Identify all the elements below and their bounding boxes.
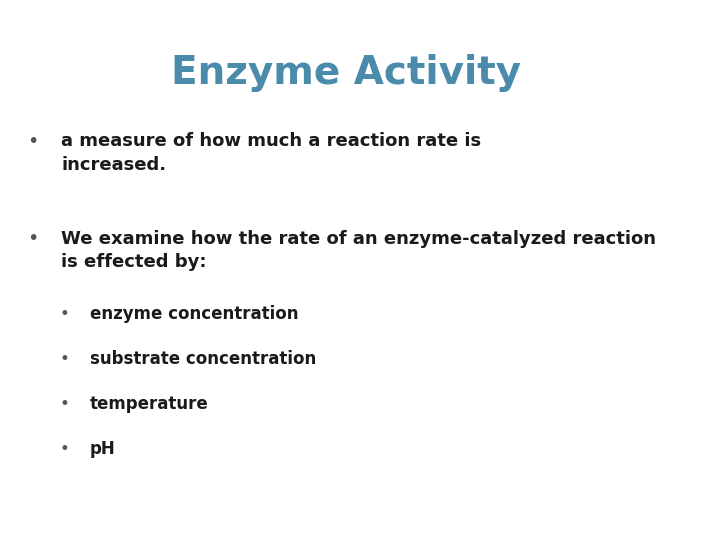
Text: •: •	[60, 305, 70, 323]
Text: pH: pH	[90, 440, 116, 457]
Text: •: •	[60, 440, 70, 457]
Text: We examine how the rate of an enzyme-catalyzed reaction
is effected by:: We examine how the rate of an enzyme-cat…	[61, 230, 656, 271]
Text: •: •	[60, 395, 70, 413]
Text: substrate concentration: substrate concentration	[90, 350, 316, 368]
Text: Enzyme Activity: Enzyme Activity	[171, 54, 521, 92]
Text: •: •	[27, 230, 38, 248]
Text: enzyme concentration: enzyme concentration	[90, 305, 299, 323]
Text: •: •	[60, 350, 70, 368]
Text: temperature: temperature	[90, 395, 209, 413]
Text: •: •	[27, 132, 38, 151]
Text: a measure of how much a reaction rate is
increased.: a measure of how much a reaction rate is…	[61, 132, 482, 174]
